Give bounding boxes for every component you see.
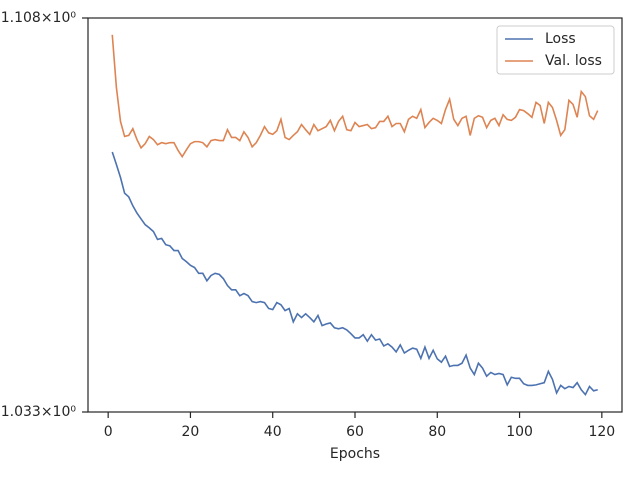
legend-label: Loss (545, 31, 576, 47)
x-tick-label: 60 (346, 424, 364, 440)
legend-label: Val. loss (545, 53, 602, 69)
x-tick-label: 40 (264, 424, 282, 440)
line-series (111, 34, 599, 159)
legend-box (496, 25, 615, 75)
plot-frame (87, 17, 623, 413)
x-tick-label: 0 (104, 424, 113, 440)
y-tick-label: 1.033×10⁰ (1, 404, 77, 420)
x-axis-label: Epochs (330, 446, 380, 462)
x-tick-label: 80 (428, 424, 446, 440)
y-tick-label: 1.108×10⁰ (1, 10, 77, 26)
x-tick-label: 120 (588, 424, 615, 440)
x-tick-label: 20 (182, 424, 200, 440)
x-tick-label: 100 (506, 424, 533, 440)
line-series (111, 151, 598, 397)
